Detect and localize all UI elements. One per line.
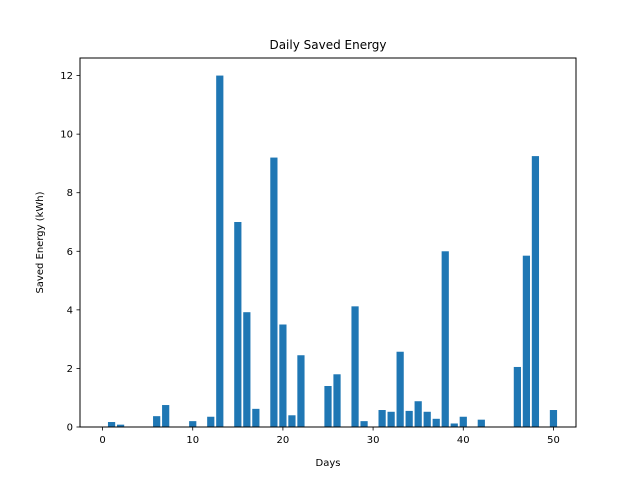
bar-day-19	[270, 157, 278, 428]
x-tick-label: 20	[277, 435, 290, 446]
bar-day-22	[297, 355, 305, 427]
bar-day-16	[243, 312, 251, 427]
bar-day-48	[531, 156, 540, 427]
bar-day-36	[423, 411, 431, 427]
bar-day-12	[207, 416, 215, 427]
bars-group	[107, 75, 558, 428]
bar-day-26	[333, 374, 341, 427]
bar-day-6	[153, 416, 161, 427]
plot-frame	[79, 57, 577, 428]
bar-day-32	[387, 411, 395, 427]
bar-day-2	[116, 424, 125, 427]
bar-day-25	[324, 386, 332, 427]
x-tick-label: 40	[457, 435, 470, 446]
x-tick-label: 10	[186, 435, 199, 446]
bar-day-42	[477, 419, 485, 427]
y-tick-label: 8	[67, 188, 73, 199]
y-tick-label: 12	[60, 71, 73, 82]
x-axis: 0 10 20 30 40 50	[99, 427, 560, 446]
x-tick-label: 30	[367, 435, 380, 446]
bar-day-40	[459, 416, 467, 427]
y-tick-label: 0	[67, 423, 73, 434]
x-tick-label: 50	[547, 435, 560, 446]
y-tick-label: 10	[60, 130, 73, 141]
y-tick-label: 4	[67, 305, 73, 316]
chart-title: Daily Saved Energy	[269, 38, 386, 52]
y-axis-label: Saved Energy (kWh)	[35, 191, 46, 293]
y-axis: 0 2 4 6 8 10 12	[60, 71, 80, 434]
bar-day-17	[252, 408, 260, 427]
bar-day-29	[360, 421, 368, 427]
bar-day-7	[162, 405, 170, 427]
x-axis-label: Days	[316, 458, 341, 469]
bar-day-21	[288, 415, 296, 427]
bar-day-1	[107, 422, 116, 427]
bar-day-33	[396, 351, 404, 427]
bar-day-31	[378, 410, 386, 427]
bar-day-38	[441, 251, 449, 427]
bar-day-39	[450, 423, 458, 427]
bar-day-47	[522, 255, 531, 427]
y-tick-label: 2	[67, 364, 73, 375]
bar-day-28	[351, 306, 359, 427]
bar-day-34	[405, 410, 413, 427]
bar-day-13	[216, 75, 224, 428]
bar-day-10	[189, 421, 197, 427]
x-tick-label: 0	[99, 435, 105, 446]
bar-day-46	[513, 366, 521, 427]
bar-day-50	[549, 410, 558, 427]
bar-day-37	[432, 418, 440, 427]
y-tick-label: 6	[67, 247, 73, 258]
bar-day-35	[414, 401, 422, 427]
bar-day-15	[234, 222, 242, 427]
bar-day-20	[279, 324, 287, 427]
